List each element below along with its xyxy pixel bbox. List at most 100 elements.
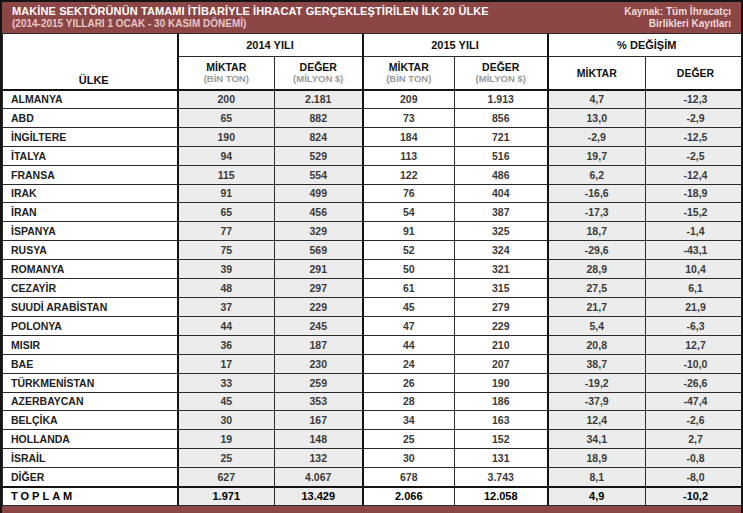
column-group-degisim: % DEĞİŞİM [548,34,743,57]
value-cell: 210 [455,335,548,354]
value-cell: 325 [455,222,548,241]
value-cell: 45 [178,392,275,411]
column-label: DEĞER [646,67,743,79]
table-row: ALMANYA2002.1812091.9134,7-12,3 [3,90,743,109]
value-cell: 187 [275,335,363,354]
value-cell: -6,3 [646,316,743,335]
value-cell: 17 [178,354,275,373]
country-cell: İRAN [3,203,178,222]
column-unit: (BİN TON) [364,73,455,84]
column-unit: (MİLYON $) [275,73,362,84]
country-cell: AZERBAYCAN [3,392,178,411]
value-cell: 91 [363,222,455,241]
value-cell: 230 [275,354,363,373]
value-cell: 28,9 [548,260,646,279]
value-cell: 190 [178,127,275,146]
value-cell: -37,9 [548,392,646,411]
table-row: POLONYA44245472295,4-6,3 [3,316,743,335]
value-cell: 2.181 [275,90,363,109]
table-row: İSRAİL251323013118,9-0,8 [3,449,743,468]
value-cell: 27,5 [548,279,646,298]
country-cell: IRAK [3,184,178,203]
total-row: TOPLAM1.97113.4292.06612.0584,9-10,2 [3,487,743,506]
value-cell: 30 [178,411,275,430]
value-cell: 387 [455,203,548,222]
country-cell: POLONYA [3,316,178,335]
value-cell: 207 [455,354,548,373]
table-body: ALMANYA2002.1812091.9134,7-12,3ABD658827… [3,90,743,506]
value-cell: 12,7 [646,335,743,354]
value-cell: 315 [455,279,548,298]
column-label: MİKTAR [364,61,455,73]
value-cell: -1,4 [646,222,743,241]
value-cell: 229 [455,316,548,335]
table-row: ABD658827385613,0-2,9 [3,108,743,127]
value-cell: 77 [178,222,275,241]
value-cell: 10,4 [646,260,743,279]
title-block: MAKİNE SEKTÖRÜNÜN TAMAMI İTİBARİYLE İHRA… [12,5,489,30]
value-cell: 6,2 [548,165,646,184]
value-cell: 26 [363,373,455,392]
value-cell: -29,6 [548,241,646,260]
value-cell: -10,2 [646,487,743,506]
column-unit: (BİN TON) [179,73,275,84]
value-cell: 627 [178,468,275,487]
value-cell: -17,3 [548,203,646,222]
table-row: BAE172302420738,7-10,0 [3,354,743,373]
value-cell: 13,0 [548,108,646,127]
country-cell: SUUDİ ARABİSTAN [3,297,178,316]
value-cell: 94 [178,146,275,165]
value-cell: 13.429 [275,487,363,506]
value-cell: 36 [178,335,275,354]
column-label: MİKTAR [179,61,275,73]
value-cell: 152 [455,430,548,449]
value-cell: 291 [275,260,363,279]
value-cell: 4.067 [275,468,363,487]
value-cell: 54 [363,203,455,222]
country-cell: İTALYA [3,146,178,165]
value-cell: 329 [275,222,363,241]
country-cell: HOLLANDA [3,430,178,449]
value-cell: 456 [275,203,363,222]
table-row: RUSYA7556952324-29,6-43,1 [3,241,743,260]
value-cell: 3.743 [455,468,548,487]
country-cell: RUSYA [3,241,178,260]
table-row: SUUDİ ARABİSTAN372294527921,721,9 [3,297,743,316]
value-cell: 19,7 [548,146,646,165]
value-cell: 21,9 [646,297,743,316]
value-cell: 122 [363,165,455,184]
table-row: MISIR361874421020,812,7 [3,335,743,354]
country-cell: CEZAYİR [3,279,178,298]
table-row: İTALYA9452911351619,7-2,5 [3,146,743,165]
value-cell: -12,4 [646,165,743,184]
column-header-degisim-deger: DEĞER [646,57,743,90]
value-cell: -0,8 [646,449,743,468]
value-cell: 856 [455,108,548,127]
table-row: DİĞER6274.0676783.7438,1-8,0 [3,468,743,487]
value-cell: 37 [178,297,275,316]
value-cell: 12,4 [548,411,646,430]
value-cell: 20,8 [548,335,646,354]
column-header-ulke: ÜLKE [3,34,178,90]
value-cell: -19,2 [548,373,646,392]
value-cell: 678 [363,468,455,487]
value-cell: 19 [178,430,275,449]
country-cell: TÜRKMENİSTAN [3,373,178,392]
value-cell: 132 [275,449,363,468]
value-cell: 882 [275,108,363,127]
column-header-2014-miktar: MİKTAR (BİN TON) [178,57,275,90]
value-cell: 75 [178,241,275,260]
column-header-2015-miktar: MİKTAR (BİN TON) [363,57,455,90]
value-cell: 28 [363,392,455,411]
value-cell: 91 [178,184,275,203]
value-cell: 48 [178,279,275,298]
value-cell: -15,2 [646,203,743,222]
value-cell: 45 [363,297,455,316]
table-row: TÜRKMENİSTAN3325926190-19,2-26,6 [3,373,743,392]
value-cell: 486 [455,165,548,184]
value-cell: -43,1 [646,241,743,260]
country-cell: İNGİLTERE [3,127,178,146]
value-cell: 24 [363,354,455,373]
table-row: ROMANYA392915032128,910,4 [3,260,743,279]
value-cell: 38,7 [548,354,646,373]
